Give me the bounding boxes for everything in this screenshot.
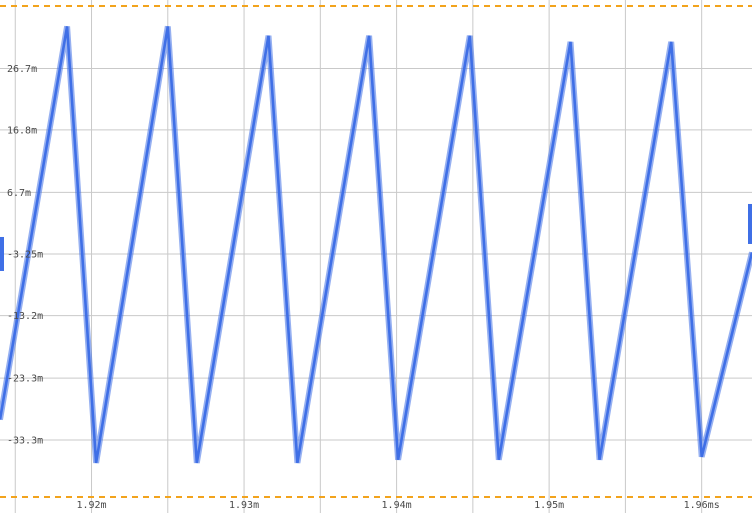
trace-layer (0, 25, 752, 464)
y-tick-label: -33.3m (7, 436, 43, 447)
y-tick-label: -23.3m (7, 374, 43, 385)
y-tick-label: 16.8m (7, 125, 37, 136)
y-tick-labels: 26.7m 16.8m 6.7m -3.25m -13.2m -23.3m -33.3m (7, 64, 43, 447)
trace-noise-band (0, 25, 752, 464)
y-tick-label: 6.7m (7, 188, 31, 199)
y-tick-label: -13.2m (7, 311, 43, 322)
channel-marker-left[interactable] (0, 236, 4, 271)
y-tick-label: 26.7m (7, 64, 37, 75)
x-tick-label: 1.93m (229, 500, 259, 511)
x-tick-label: 1.95m (534, 500, 564, 511)
channel-marker-right[interactable] (748, 203, 752, 244)
limit-lines (0, 5, 752, 498)
y-tick-label: -3.25m (7, 249, 43, 260)
series-line-sawtooth (0, 26, 752, 464)
x-tick-label: 1.96ms (684, 500, 720, 511)
channel-markers (0, 203, 752, 271)
x-tick-labels: 1.92m 1.93m 1.94m 1.95m 1.96ms (76, 500, 719, 511)
x-tick-label: 1.94m (382, 500, 412, 511)
x-tick-label: 1.92m (76, 500, 106, 511)
